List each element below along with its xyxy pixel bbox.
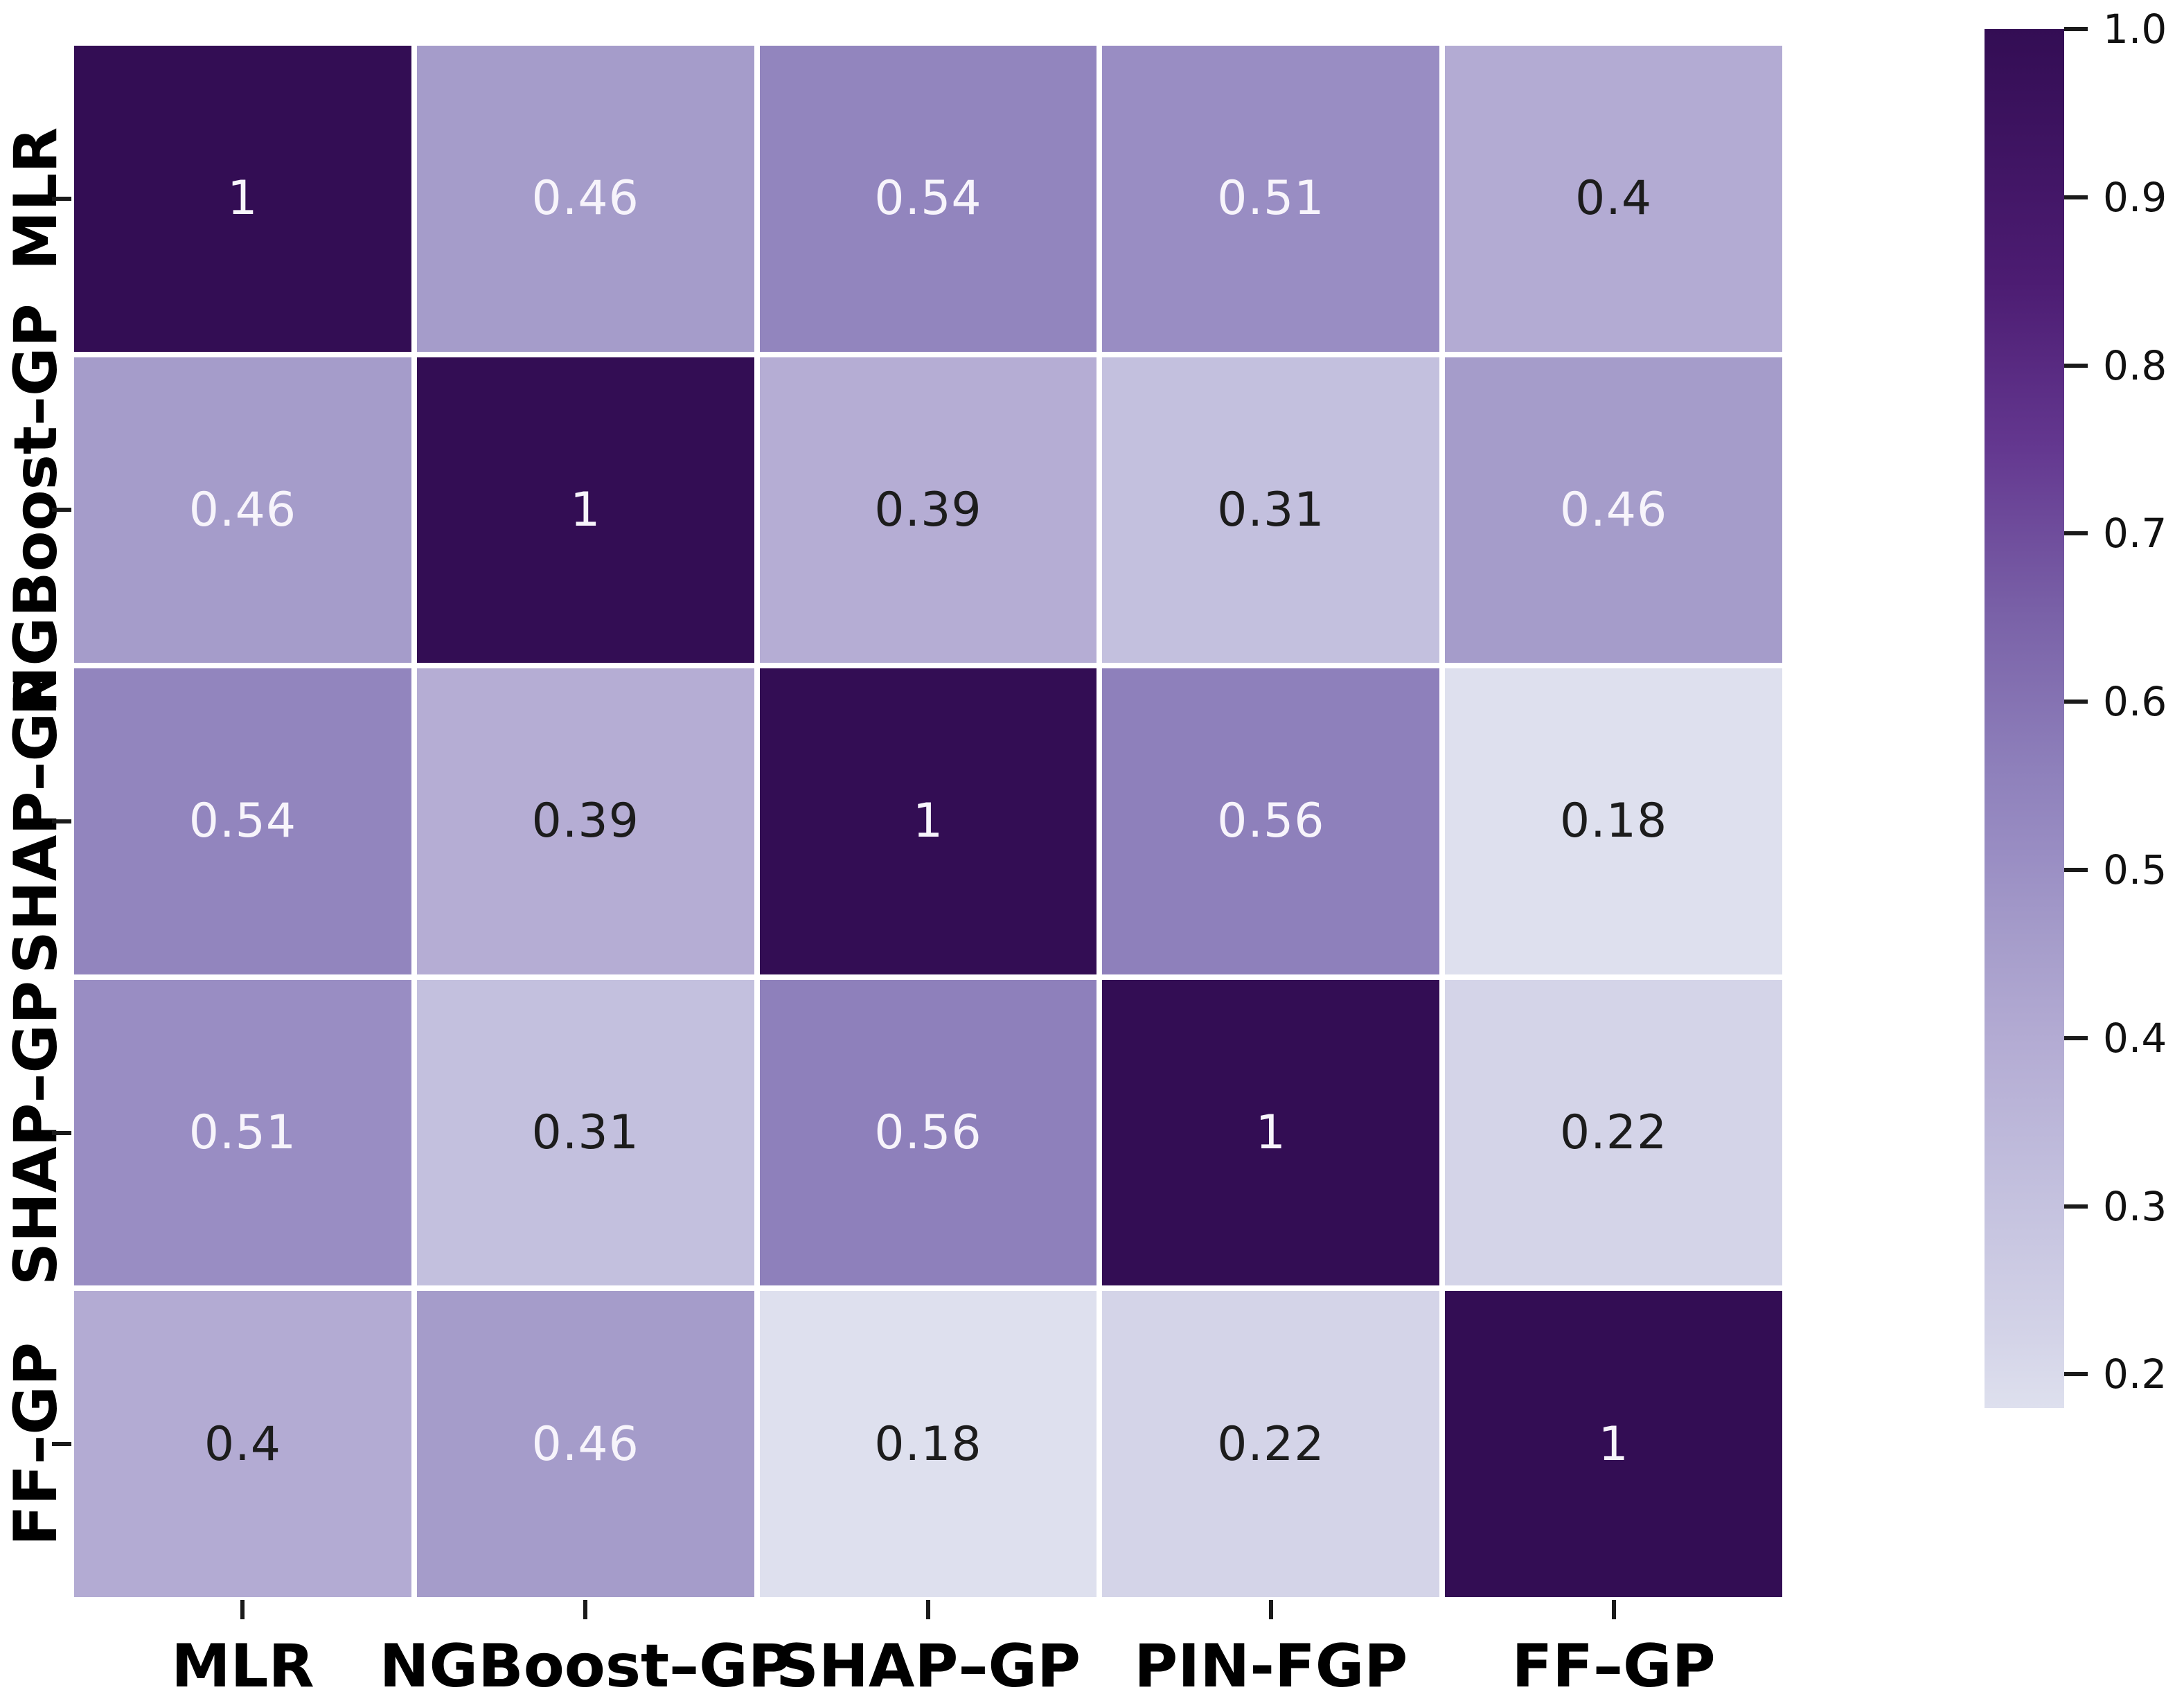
heatmap-cell-value: 1 bbox=[1598, 1416, 1629, 1472]
colorbar-tick bbox=[2064, 531, 2088, 536]
heatmap-cell: 0.4 bbox=[1442, 43, 1785, 355]
colorbar-tick bbox=[2064, 195, 2088, 199]
x-axis-tick bbox=[1268, 1600, 1273, 1619]
heatmap-cell: 0.4 bbox=[71, 1288, 414, 1600]
heatmap-cell: 0.18 bbox=[1442, 666, 1785, 977]
colorbar-tick-label: 0.4 bbox=[2103, 1014, 2167, 1062]
heatmap-cell: 0.31 bbox=[414, 977, 757, 1289]
colorbar-tick-label: 0.8 bbox=[2103, 341, 2167, 389]
x-axis-label: PIN-FGP bbox=[1134, 1632, 1408, 1701]
heatmap-cell: 0.54 bbox=[71, 666, 414, 977]
x-axis-tick bbox=[240, 1600, 245, 1619]
heatmap-cell: 0.22 bbox=[1442, 977, 1785, 1289]
y-axis-tick bbox=[52, 196, 71, 201]
x-axis-label: NGBoost–GP bbox=[379, 1632, 792, 1701]
x-axis-tick bbox=[583, 1600, 588, 1619]
heatmap-cell-value: 0.46 bbox=[531, 171, 639, 226]
heatmap-cell-value: 0.18 bbox=[874, 1416, 982, 1472]
colorbar-tick bbox=[2064, 1372, 2088, 1377]
heatmap-cell: 1 bbox=[71, 43, 414, 355]
heatmap-cell-value: 0.54 bbox=[874, 171, 982, 226]
y-axis-tick bbox=[52, 508, 71, 513]
heatmap-cell-value: 0.31 bbox=[1217, 482, 1325, 537]
colorbar-tick bbox=[2064, 1035, 2088, 1040]
heatmap-cell: 0.46 bbox=[414, 1288, 757, 1600]
heatmap-cell: 0.39 bbox=[414, 666, 757, 977]
colorbar-tick-label: 0.9 bbox=[2103, 173, 2167, 221]
colorbar-tick-label: 0.5 bbox=[2103, 846, 2167, 894]
heatmap-cell: 1 bbox=[1442, 1288, 1785, 1600]
x-axis-label: FF–GP bbox=[1511, 1632, 1716, 1701]
heatmap-cell: 1 bbox=[756, 666, 1100, 977]
heatmap-cell-value: 0.46 bbox=[188, 482, 297, 537]
heatmap-cell-value: 0.56 bbox=[874, 1105, 982, 1161]
x-axis-label: MLR bbox=[171, 1632, 314, 1701]
heatmap-cell: 0.54 bbox=[756, 43, 1100, 355]
heatmap-grid: 1 0.46 0.54 0.51 0.4 0.46 1 0.39 0.31 0.46 0.54 0.3… bbox=[71, 43, 1785, 1600]
colorbar-tick bbox=[2064, 1204, 2088, 1209]
colorbar-tick bbox=[2064, 363, 2088, 368]
colorbar-tick bbox=[2064, 27, 2088, 31]
heatmap-cell: 0.51 bbox=[71, 977, 414, 1289]
heatmap-cell-value: 1 bbox=[570, 482, 601, 537]
heatmap-cell-value: 0.39 bbox=[874, 482, 982, 537]
heatmap-cell-value: 0.18 bbox=[1559, 794, 1668, 849]
heatmap-cell-value: 0.51 bbox=[188, 1105, 297, 1161]
colorbar-tick-label: 0.2 bbox=[2103, 1351, 2167, 1398]
heatmap-cell-value: 0.46 bbox=[531, 1416, 639, 1472]
heatmap-cell-value: 0.4 bbox=[1575, 171, 1653, 226]
heatmap-cell-value: 0.22 bbox=[1217, 1416, 1325, 1472]
heatmap-cell-value: 0.39 bbox=[531, 794, 639, 849]
heatmap-cell-value: 0.31 bbox=[531, 1105, 639, 1161]
heatmap-cell: 0.46 bbox=[414, 43, 757, 355]
colorbar-tick-label: 0.7 bbox=[2103, 510, 2167, 558]
heatmap-cell-value: 0.4 bbox=[204, 1416, 281, 1472]
y-axis-tick bbox=[52, 819, 71, 823]
heatmap-cell: 0.46 bbox=[1442, 354, 1785, 666]
heatmap-cell: 0.31 bbox=[1099, 354, 1443, 666]
heatmap-cell: 0.39 bbox=[756, 354, 1100, 666]
heatmap-cell: 0.51 bbox=[1099, 43, 1443, 355]
heatmap-cell-value: 0.22 bbox=[1559, 1105, 1668, 1161]
y-axis-tick bbox=[52, 1130, 71, 1135]
colorbar-tick bbox=[2064, 868, 2088, 873]
heatmap-cell-value: 0.56 bbox=[1217, 794, 1325, 849]
heatmap-cell: 0.56 bbox=[1099, 666, 1443, 977]
colorbar-tick-label: 0.3 bbox=[2103, 1182, 2167, 1230]
colorbar-tick-label: 0.6 bbox=[2103, 678, 2167, 726]
x-axis-label: SHAP–GP bbox=[775, 1632, 1081, 1701]
heatmap-cell-value: 1 bbox=[227, 171, 258, 226]
heatmap-cell: 1 bbox=[1099, 977, 1443, 1289]
colorbar-gradient bbox=[1985, 29, 2064, 1408]
heatmap-cell: 1 bbox=[414, 354, 757, 666]
heatmap-cell: 0.56 bbox=[756, 977, 1100, 1289]
heatmap-cell: 0.22 bbox=[1099, 1288, 1443, 1600]
heatmap-cell-value: 1 bbox=[912, 794, 944, 849]
colorbar-tick bbox=[2064, 700, 2088, 704]
heatmap-cell-value: 0.54 bbox=[188, 794, 297, 849]
heatmap-cell: 0.46 bbox=[71, 354, 414, 666]
x-axis-tick bbox=[1611, 1600, 1616, 1619]
x-axis-tick bbox=[926, 1600, 930, 1619]
heatmap-cell-value: 0.51 bbox=[1217, 171, 1325, 226]
heatmap-cell-value: 0.46 bbox=[1559, 482, 1668, 537]
y-axis-tick bbox=[52, 1442, 71, 1447]
colorbar-tick-label: 1.0 bbox=[2103, 6, 2167, 53]
heatmap-cell: 0.18 bbox=[756, 1288, 1100, 1600]
heatmap-cell-value: 1 bbox=[1255, 1105, 1286, 1161]
